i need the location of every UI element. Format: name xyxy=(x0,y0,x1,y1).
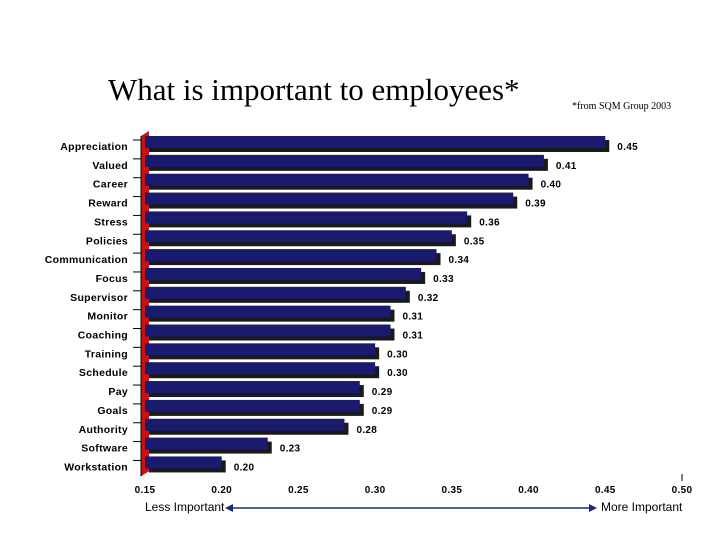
x-tick-label: 0.30 xyxy=(365,485,386,496)
value-label: 0.33 xyxy=(433,274,454,285)
value-label: 0.31 xyxy=(402,312,423,323)
bar-communication xyxy=(145,249,437,262)
category-label: Stress xyxy=(94,216,128,228)
category-label: Career xyxy=(93,179,128,191)
bar-policies xyxy=(145,230,452,243)
category-label: Supervisor xyxy=(70,292,128,304)
bar-stress xyxy=(145,211,468,224)
source-note: *from SQM Group 2003 xyxy=(572,101,672,112)
bar-authority xyxy=(145,418,345,431)
bar-schedule xyxy=(145,362,376,375)
value-label: 0.45 xyxy=(617,142,638,153)
bar-career xyxy=(145,173,529,186)
bar-valued xyxy=(145,154,544,167)
value-label: 0.23 xyxy=(280,444,301,455)
importance-arrow-icon xyxy=(225,504,597,512)
category-label: Training xyxy=(85,348,128,360)
value-label: 0.20 xyxy=(234,462,255,473)
x-tick-label: 0.40 xyxy=(518,485,539,496)
value-label: 0.39 xyxy=(525,199,546,210)
bar-software xyxy=(145,437,268,450)
category-label: Communication xyxy=(45,254,128,266)
bar-monitor xyxy=(145,305,391,318)
value-label: 0.36 xyxy=(479,217,500,228)
x-tick-label: 0.25 xyxy=(288,485,309,496)
less-important-label: Less Important xyxy=(145,500,225,514)
bar-coaching xyxy=(145,324,391,337)
bar-appreciation xyxy=(145,136,606,148)
category-label: Pay xyxy=(108,386,128,398)
value-label: 0.40 xyxy=(541,180,562,191)
x-tick-label: 0.50 xyxy=(672,485,693,496)
category-label: Policies xyxy=(86,235,128,247)
bar-focus xyxy=(145,267,422,280)
more-important-label: More Important xyxy=(601,500,683,514)
x-tick-label: 0.45 xyxy=(595,485,616,496)
category-label: Authority xyxy=(79,424,128,436)
value-label: 0.30 xyxy=(387,349,408,360)
value-label: 0.29 xyxy=(372,387,393,398)
bar-supervisor xyxy=(145,286,406,299)
value-label: 0.28 xyxy=(356,425,377,436)
bar-chart: Appreciation 0.45 Valued 0.41 Career 0.40 Rewa… xyxy=(45,131,693,496)
value-label: 0.41 xyxy=(556,161,577,172)
x-tick-label: 0.35 xyxy=(442,485,463,496)
bar-reward xyxy=(145,192,514,205)
x-tick-label: 0.15 xyxy=(135,485,156,496)
category-label: Workstation xyxy=(64,461,128,473)
category-label: Reward xyxy=(88,198,128,210)
value-label: 0.30 xyxy=(387,368,408,379)
bar-goals xyxy=(145,399,360,412)
value-label: 0.31 xyxy=(402,331,423,342)
category-label: Software xyxy=(81,443,128,455)
category-label: Coaching xyxy=(78,330,128,342)
category-label: Schedule xyxy=(79,367,128,379)
value-label: 0.34 xyxy=(449,255,470,266)
value-label: 0.35 xyxy=(464,236,485,247)
category-label: Monitor xyxy=(87,311,128,323)
bar-training xyxy=(145,343,376,356)
x-tick-label: 0.20 xyxy=(211,485,232,496)
category-label: Goals xyxy=(97,405,128,417)
category-label: Focus xyxy=(96,273,128,285)
bar-workstation xyxy=(145,456,222,469)
bar-pay xyxy=(145,381,360,394)
chart-title: What is important to employees* xyxy=(108,72,520,107)
category-label: Valued xyxy=(92,160,128,172)
value-label: 0.29 xyxy=(372,406,393,417)
value-label: 0.32 xyxy=(418,293,439,304)
category-label: Appreciation xyxy=(60,141,128,153)
